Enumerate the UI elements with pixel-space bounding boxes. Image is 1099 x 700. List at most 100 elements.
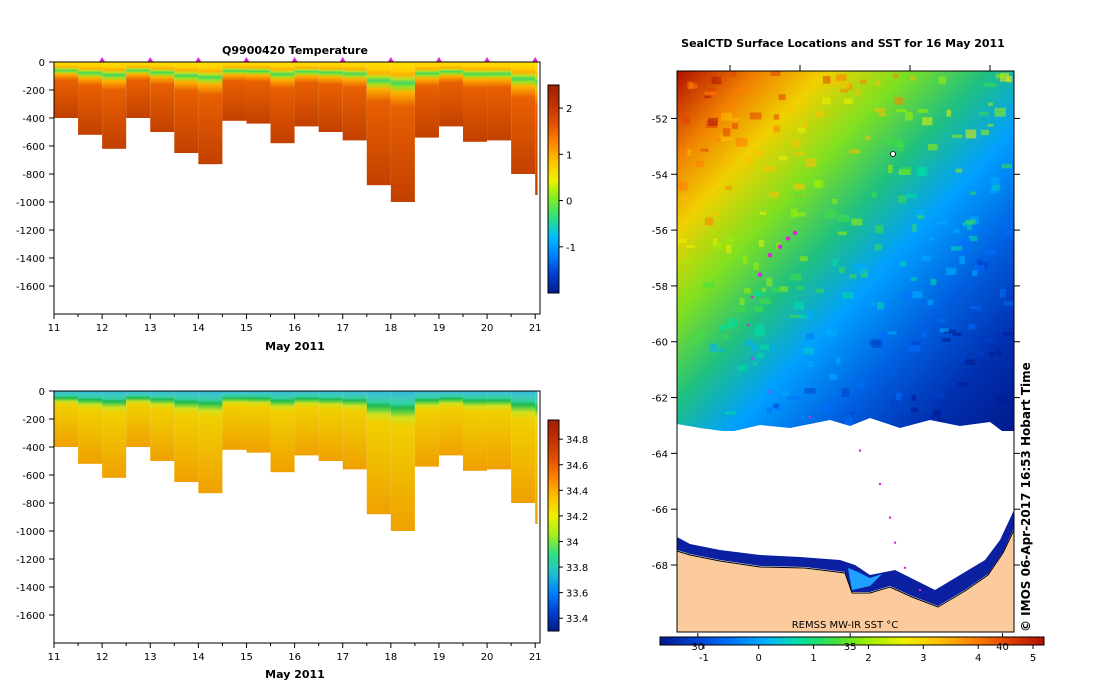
sst-texture-patch	[695, 160, 704, 168]
coastal-cold-band	[677, 510, 1014, 606]
sst-texture-patch	[805, 158, 817, 168]
sst-texture-patch	[874, 244, 883, 251]
sst-texture-patch	[749, 112, 762, 120]
sst-texture-patch	[894, 97, 904, 105]
sst-texture-patch	[797, 127, 806, 133]
temperature-colorbar-tick-label: 2	[566, 104, 572, 115]
s-profile-column	[487, 391, 512, 470]
sst-texture-patch	[904, 111, 913, 121]
sst-texture-patch	[800, 314, 807, 319]
sst-texture-patch	[696, 330, 706, 339]
sst-texture-patch	[857, 381, 865, 389]
t-profile-column	[198, 62, 223, 165]
sst-texture-patch	[911, 395, 917, 401]
sst-texture-patch	[709, 343, 717, 352]
sst-texture-patch	[753, 262, 759, 271]
no-data-area	[677, 418, 1014, 590]
sst-texture-patch	[753, 329, 766, 337]
sst-texture-patch	[896, 392, 902, 401]
sst-texture-patch	[952, 134, 963, 138]
s-profile-column	[174, 391, 199, 482]
sst-texture-patch	[938, 76, 947, 85]
sst-texture-patch	[859, 79, 867, 84]
sst-map-panel: SealCTD Surface Locations and SST for 16…	[652, 37, 1045, 664]
sst-texture-patch	[822, 97, 831, 105]
seal-track-point	[777, 244, 783, 250]
sst-texture-patch	[990, 177, 1000, 185]
sst-texture-patch	[900, 396, 911, 400]
t-y-tick-label: -1000	[16, 198, 45, 209]
s-x-tick-label: 14	[192, 652, 205, 663]
latitude-tick-label: -58	[652, 282, 668, 293]
sst-texture-patch	[864, 135, 871, 140]
sst-texture-patch	[724, 156, 731, 165]
sst-texture-patch	[718, 348, 725, 352]
sst-texture-patch	[952, 332, 962, 336]
sst-texture-patch	[955, 168, 963, 173]
sst-texture-patch	[746, 157, 753, 164]
seal-track-point	[768, 390, 772, 394]
sst-texture-patch	[792, 139, 801, 149]
s-x-tick-label: 20	[481, 652, 494, 663]
sst-texture-patch	[953, 228, 960, 234]
sst-texture-patch	[855, 89, 861, 96]
sst-texture-patch	[892, 73, 899, 79]
salinity-profiles	[54, 391, 538, 531]
sst-texture-patch	[959, 247, 967, 255]
s-y-tick-label: -600	[22, 471, 45, 482]
sst-celsius-tick-label: -1	[699, 653, 709, 664]
seal-track-point	[918, 588, 922, 592]
s-profile-column	[270, 391, 295, 473]
sst-texture-patch	[734, 306, 746, 312]
s-profile-column	[126, 391, 151, 447]
t-profile-column	[414, 62, 439, 138]
sst-texture-patch	[837, 231, 847, 236]
sst-texture-patch	[933, 392, 944, 398]
t-profile-column	[318, 62, 343, 132]
s-profile-column	[318, 391, 343, 461]
sst-texture-patch	[910, 407, 918, 413]
sst-texture-patch	[770, 71, 781, 76]
sst-texture-patch	[880, 332, 890, 342]
sst-texture-patch	[967, 221, 972, 231]
t-profile-column	[487, 62, 512, 141]
sst-texture-patch	[836, 74, 847, 81]
s-x-tick-label: 21	[529, 652, 542, 663]
t-y-tick-label: -800	[22, 170, 45, 181]
sst-texture-patch	[773, 114, 780, 120]
sst-texture-patch	[832, 258, 838, 266]
sst-texture-patch	[897, 195, 907, 204]
sst-texture-patch	[716, 137, 721, 142]
sst-texture-patch	[704, 94, 711, 99]
sst-texture-patch	[794, 212, 806, 217]
sst-texture-patch	[725, 411, 736, 415]
sst-texture-patch	[903, 290, 911, 300]
s-y-tick-label: -800	[22, 499, 45, 510]
seal-track-point	[785, 236, 791, 241]
s-profile-column	[222, 391, 247, 450]
profile-marker	[532, 57, 539, 62]
sst-texture-patch	[727, 318, 738, 327]
sst-texture-patch	[752, 150, 764, 157]
sst-texture-patch	[815, 111, 825, 117]
t-y-tick-label: -1400	[16, 254, 45, 265]
map-frame	[676, 70, 1015, 633]
t-profile-column	[270, 62, 295, 144]
t-x-tick-label: 15	[240, 323, 253, 334]
sst-texture-patch	[778, 155, 788, 161]
salinity-colorbar-tick-label: 34.4	[566, 486, 588, 497]
seal-track	[746, 230, 922, 592]
sst-texture-patch	[756, 323, 764, 332]
sst-texture-patch	[1006, 75, 1013, 83]
sst-texture-patch	[712, 238, 718, 246]
sst-texture-patch	[715, 242, 724, 250]
s-profile-column	[463, 391, 488, 471]
sst-texture-patch	[789, 314, 801, 319]
sst-texture-patch	[844, 98, 853, 104]
sst-texture-patch	[729, 117, 740, 121]
t-profile-column	[102, 62, 127, 149]
sst-texture-patch	[761, 287, 766, 293]
s-y-tick-label: -200	[22, 415, 45, 426]
sst-texture-patch	[721, 112, 732, 121]
sst-texture-patch	[910, 75, 916, 81]
